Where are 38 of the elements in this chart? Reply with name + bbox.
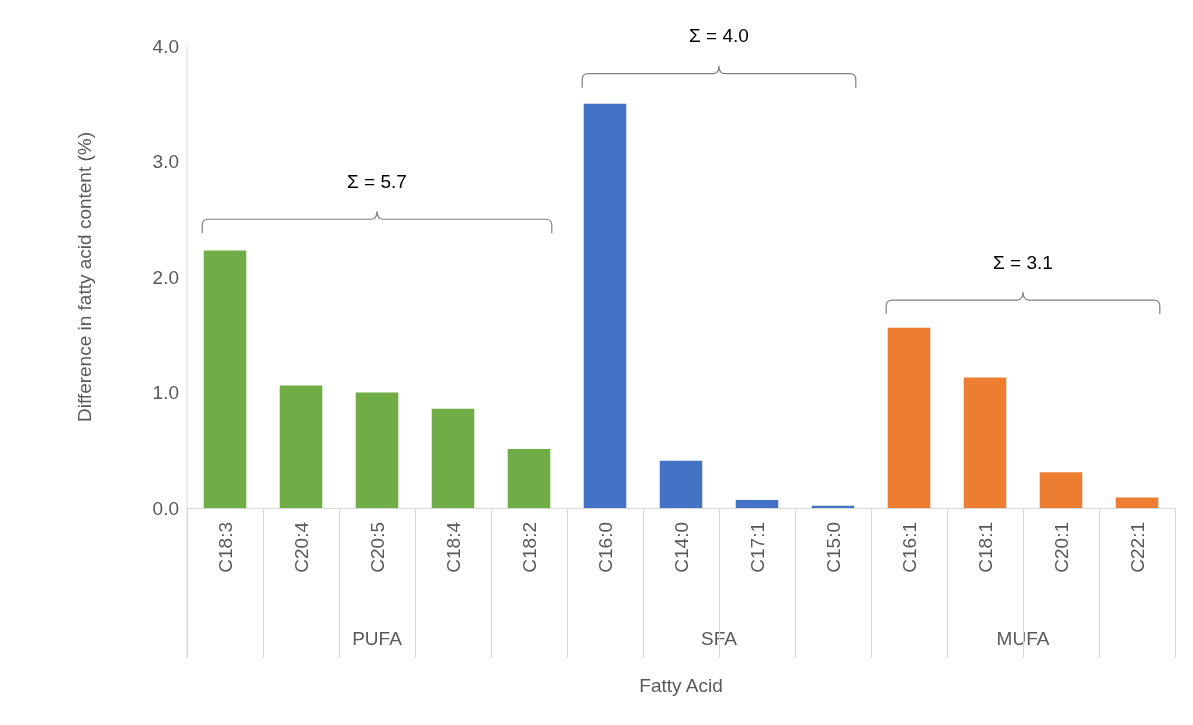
x-tick-label: C14:0 bbox=[670, 522, 692, 573]
bar bbox=[887, 327, 931, 508]
y-axis-title: Difference in fatty acid content (%) bbox=[73, 131, 95, 423]
x-tick-label: C17:1 bbox=[746, 522, 768, 573]
y-tick-label: 1.0 bbox=[152, 382, 179, 403]
bar bbox=[1115, 497, 1159, 508]
annotation: Σ = 5.7 bbox=[347, 170, 407, 192]
bar bbox=[203, 250, 247, 508]
bar bbox=[963, 377, 1007, 508]
text: MUFA bbox=[996, 627, 1050, 649]
x-tick-label: C20:5 bbox=[366, 522, 388, 573]
x-tick-label: C18:1 bbox=[974, 522, 996, 573]
x-tick-label: C20:4 bbox=[290, 521, 312, 573]
y-tick-label: 2.0 bbox=[152, 266, 179, 288]
x-tick-label: C22:1 bbox=[1126, 522, 1148, 573]
x-tick-label: C15:0 bbox=[822, 522, 844, 573]
y-tick-label: 3.0 bbox=[152, 151, 179, 172]
y-tick-label: 0.0 bbox=[152, 497, 179, 519]
text: SFA bbox=[701, 627, 738, 649]
x-tick-label: C18:3 bbox=[214, 522, 236, 573]
bar bbox=[279, 385, 323, 508]
x-tick-label: C16:1 bbox=[898, 522, 920, 573]
text: PUFA bbox=[352, 627, 403, 649]
bar bbox=[583, 103, 627, 508]
bar bbox=[1039, 472, 1083, 508]
x-tick-label: C16:0 bbox=[594, 522, 616, 573]
x-tick-label: C18:2 bbox=[518, 522, 540, 573]
bar bbox=[735, 499, 779, 508]
annotation: Σ = 3.1 bbox=[993, 251, 1053, 273]
x-tick-label: C18:4 bbox=[442, 521, 464, 573]
bar bbox=[507, 449, 551, 508]
text: Fatty Acid bbox=[639, 674, 723, 696]
bar bbox=[659, 460, 703, 508]
bar bbox=[355, 392, 399, 508]
bar bbox=[431, 408, 475, 508]
annotation: Σ = 4.0 bbox=[689, 25, 749, 47]
x-tick-label: C20:1 bbox=[1050, 522, 1072, 573]
y-tick-label: 4.0 bbox=[152, 35, 179, 57]
